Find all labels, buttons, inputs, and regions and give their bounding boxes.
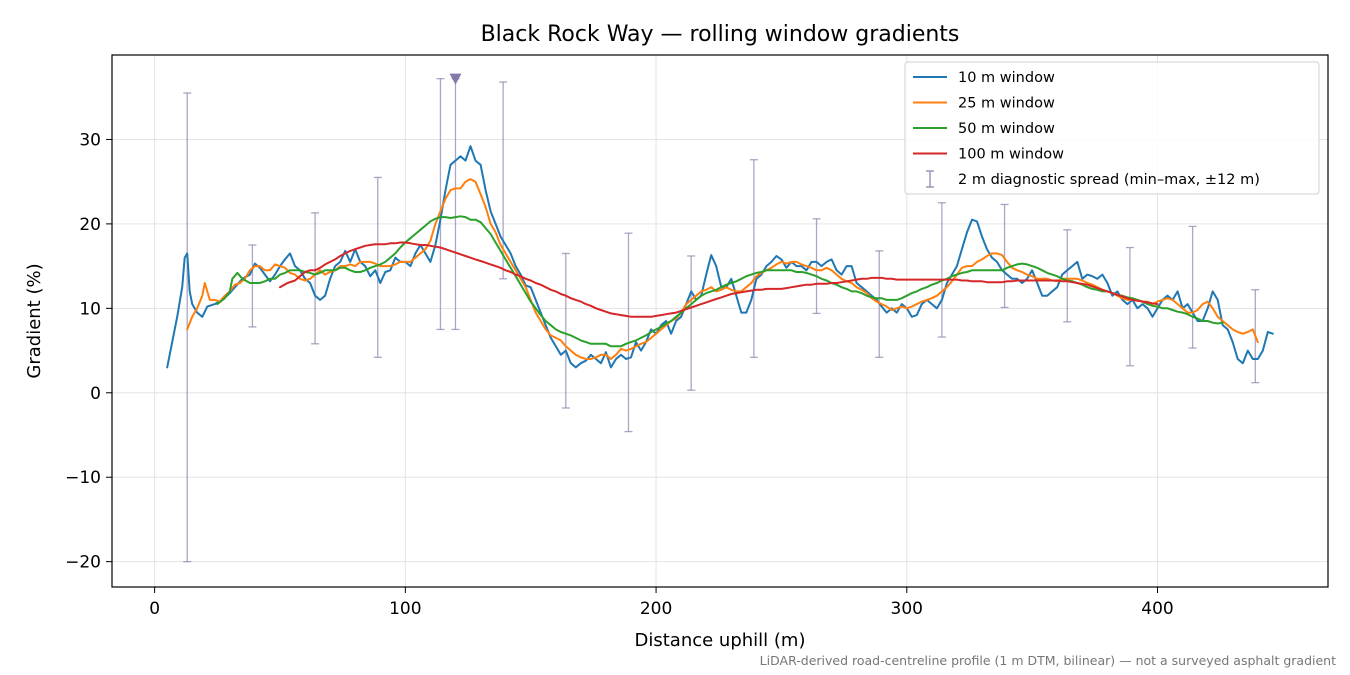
footnote: LiDAR-derived road-centreline profile (1…	[760, 653, 1336, 668]
errorbar	[937, 202, 946, 338]
legend-label: 2 m diagnostic spread (min–max, ±12 m)	[958, 172, 1260, 188]
errorbar	[1188, 225, 1197, 349]
legend-label: 10 m window	[958, 70, 1055, 86]
y-tick-label: 20	[79, 215, 101, 235]
legend-label: 100 m window	[958, 147, 1064, 163]
x-tick-label: 400	[1141, 599, 1173, 619]
x-axis-label: Distance uphill (m)	[635, 630, 806, 651]
series-line	[216, 215, 1224, 348]
legend-box	[904, 61, 1320, 195]
clipped-marker	[449, 73, 462, 85]
plot-area	[166, 73, 1274, 563]
legend-entry: 100 m window	[913, 147, 1064, 163]
legend: 10 m window 25 m window 50 m window 100 m w…	[904, 61, 1320, 195]
y-tick-label: −20	[65, 553, 101, 573]
y-axis-label: Gradient (%)	[24, 263, 45, 378]
grid	[112, 55, 1328, 587]
legend-label: 25 m window	[958, 96, 1055, 112]
errorbar	[561, 252, 570, 409]
x-tick-label: 0	[149, 599, 160, 619]
errorbar	[749, 159, 758, 358]
legend-entry: 50 m window	[913, 121, 1055, 137]
legend-entry: 2 m diagnostic spread (min–max, ±12 m)	[926, 170, 1260, 188]
errorbar	[499, 81, 508, 280]
series-line	[279, 241, 1159, 318]
errorbar	[451, 77, 460, 331]
y-tick-label: 0	[90, 384, 101, 404]
errorbar	[373, 176, 382, 358]
x-tick-label: 300	[891, 599, 923, 619]
errorbar	[687, 255, 696, 391]
y-tick-label: −10	[65, 468, 101, 488]
errorbar	[624, 232, 633, 433]
plot-frame	[111, 54, 1329, 588]
legend-label: 50 m window	[958, 121, 1055, 137]
chart-title: Black Rock Way — rolling window gradient…	[481, 22, 960, 47]
series-line	[186, 178, 1259, 360]
x-tick-label: 200	[640, 599, 672, 619]
errorbar	[812, 218, 821, 315]
errorbar	[1000, 203, 1009, 309]
errorbar	[1125, 246, 1134, 367]
y-tick-label: 10	[79, 299, 101, 319]
y-tick-label: 30	[79, 130, 101, 150]
legend-entry: 25 m window	[913, 96, 1055, 112]
x-tick-label: 100	[389, 599, 421, 619]
errorbar	[248, 244, 257, 328]
axes: 0 100 200 300 400 −20 −10 0 10 20 30	[65, 130, 1174, 619]
legend-entry: 10 m window	[913, 70, 1055, 86]
errorbar	[436, 77, 445, 331]
errorbar	[1063, 229, 1072, 323]
errorbar	[311, 212, 320, 345]
